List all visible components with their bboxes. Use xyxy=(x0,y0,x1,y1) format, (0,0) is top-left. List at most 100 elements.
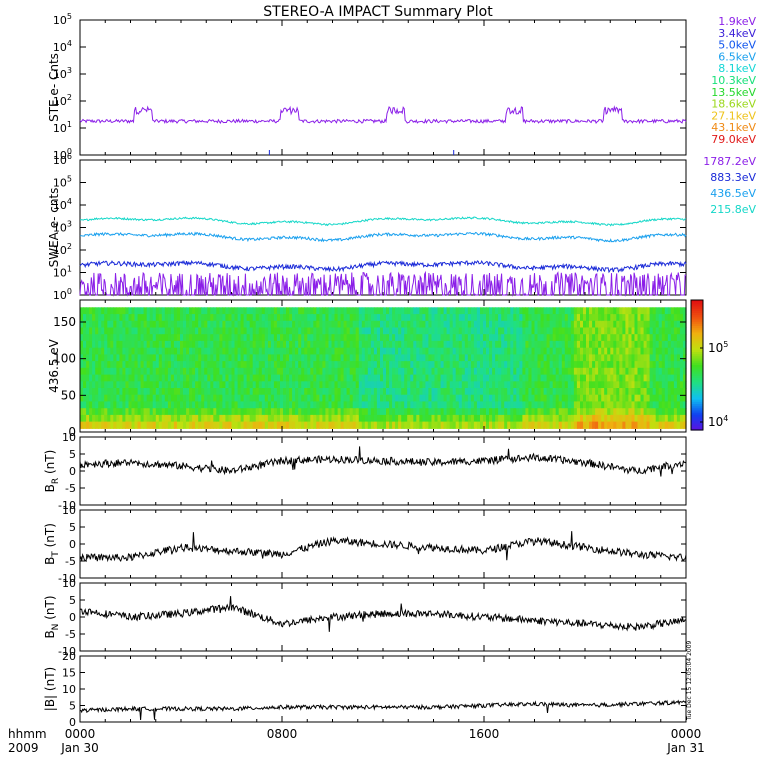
spectrogram-cell xyxy=(652,367,657,376)
spectrogram-cell xyxy=(304,394,308,402)
spectrogram-cell xyxy=(489,361,493,369)
spectrogram-cell xyxy=(152,334,157,342)
spectrogram-cell xyxy=(628,394,632,402)
spectrogram-cell xyxy=(231,374,236,382)
spectrogram-cell xyxy=(658,327,663,335)
spectrogram-cell xyxy=(631,354,636,362)
spectrogram-cell xyxy=(495,401,499,409)
spectrogram-cell xyxy=(325,401,329,409)
spectrogram-cell xyxy=(313,381,317,389)
spectrogram-cell xyxy=(467,408,472,416)
spectrogram-cell xyxy=(228,421,233,429)
spectrogram-cell xyxy=(216,340,220,349)
spectrogram-cell xyxy=(234,374,239,382)
spectrogram-cell xyxy=(177,307,181,315)
spectrogram-cell xyxy=(276,414,281,423)
spectrogram-cell xyxy=(637,320,642,329)
spectrogram-cell xyxy=(180,381,184,389)
spectrogram-cell xyxy=(273,394,278,402)
spectrogram-cell xyxy=(364,361,369,369)
ste-legend: 1.9keV3.4keV5.0keV6.5keV8.1keV10.3keV13.… xyxy=(711,15,756,146)
spectrogram-cell xyxy=(125,307,129,315)
spectrogram-cell xyxy=(98,334,102,342)
spectrogram-cell xyxy=(507,354,511,362)
spectrogram-cell xyxy=(180,394,184,402)
spectrogram-cell xyxy=(528,388,532,396)
spectrogram-cell xyxy=(86,361,90,369)
spectrogram-cell xyxy=(634,340,639,349)
spectrogram-cell xyxy=(164,374,169,382)
spectrogram-cell xyxy=(155,374,160,382)
spectrogram-cell xyxy=(543,307,548,315)
ste-series-line xyxy=(79,105,687,125)
spectrogram-cell xyxy=(255,414,260,423)
spectrogram-cell xyxy=(304,354,308,362)
spectrogram-cell xyxy=(640,374,645,382)
spectrogram-cell xyxy=(561,307,566,315)
spectrogram-cell xyxy=(325,347,329,355)
spectrogram-cell xyxy=(576,374,581,382)
spectrogram-cell xyxy=(95,361,99,369)
spectrogram-cell xyxy=(343,307,348,315)
spectrogram-cell xyxy=(534,388,539,396)
spectrogram-cell xyxy=(334,394,339,402)
spectrogram-cell xyxy=(313,320,317,329)
spectrogram-cell xyxy=(383,327,387,335)
spectrogram-cell xyxy=(449,401,454,409)
spectrogram-cell xyxy=(455,327,460,335)
colorbar-frame xyxy=(690,299,704,431)
b-y-tick-label: 0 xyxy=(69,465,76,478)
spectrogram-cell xyxy=(573,408,578,416)
spectrogram-cell xyxy=(192,320,196,329)
spectrogram-cell xyxy=(225,381,229,389)
spectrogram-cell xyxy=(355,307,360,315)
spectrogram-cell xyxy=(676,320,681,329)
spectrogram-cell xyxy=(580,361,584,369)
spectrogram-cell xyxy=(110,307,114,315)
spectrogram-cell xyxy=(113,361,117,369)
spectrogram-cell xyxy=(619,314,623,322)
spectrogram-cell xyxy=(401,340,405,349)
spectrogram-cell xyxy=(283,381,287,389)
spectrogram-cell xyxy=(177,401,181,409)
spectrogram-cell xyxy=(425,340,429,349)
spectrogram-cell xyxy=(413,408,417,416)
spectrogram-cell xyxy=(589,320,593,329)
spectrogram-cell xyxy=(198,401,202,409)
spectrogram-cell xyxy=(431,320,436,329)
spectrogram-cell xyxy=(452,374,457,382)
spectrogram-cell xyxy=(149,354,154,362)
spectrogram-cell xyxy=(573,401,578,409)
spectrogram-cell xyxy=(661,334,666,342)
figure-title: STEREO-A IMPACT Summary Plot xyxy=(263,4,493,20)
spectrogram-cell xyxy=(455,421,460,429)
spectrogram-cell xyxy=(646,354,651,362)
spectrogram-cell xyxy=(586,394,590,402)
spectrogram-cell xyxy=(561,314,566,322)
colorbar-step xyxy=(691,369,703,373)
spectrogram-cell xyxy=(207,408,211,416)
spectrogram-cell xyxy=(225,394,229,402)
spectrogram-cell xyxy=(231,394,236,402)
spectrogram-cell xyxy=(555,307,560,315)
spectrogram-cell xyxy=(228,394,233,402)
spectrogram-cell xyxy=(298,388,302,396)
spectrogram-cell xyxy=(228,334,233,342)
spectrogram-cell xyxy=(652,307,657,315)
spectrogram-cell xyxy=(316,381,320,389)
spectrogram-cell xyxy=(349,381,354,389)
spectrogram-cell xyxy=(228,340,233,349)
spectrogram-cell xyxy=(316,327,320,335)
spectrogram-cell xyxy=(601,388,605,396)
spectrogram-cell xyxy=(322,381,326,389)
spectrogram-cell xyxy=(661,307,666,315)
spectrogram-cell xyxy=(213,381,217,389)
colorbar-step xyxy=(691,423,703,427)
spectrogram-cell xyxy=(507,361,511,369)
spectrogram-cell xyxy=(555,347,560,355)
spectrogram-cell xyxy=(398,421,402,429)
spectrogram-cell xyxy=(352,374,357,382)
spectrogram-cell xyxy=(561,354,566,362)
spectrogram-cell xyxy=(286,320,290,329)
spectrogram-cell xyxy=(276,421,281,429)
